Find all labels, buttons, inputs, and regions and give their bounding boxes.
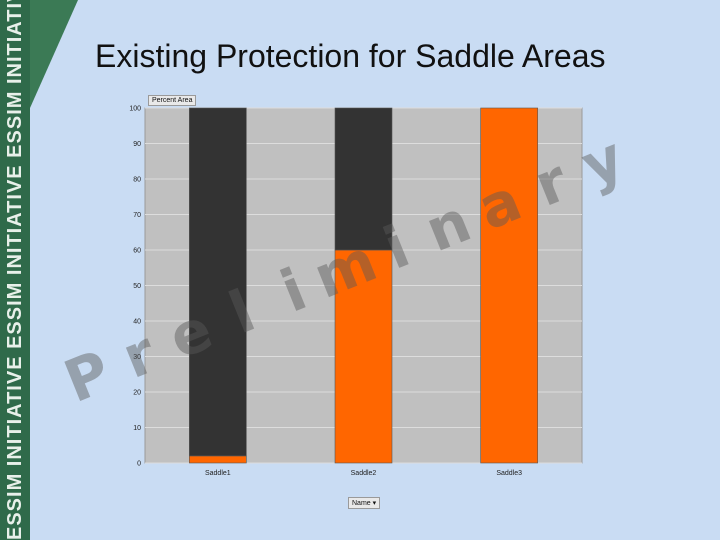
watermark-letter: P: [55, 337, 120, 416]
bar-segment-protected-saddle2: [334, 249, 393, 464]
y-tick-label: 50: [133, 283, 141, 290]
x-axis-label: Name: [352, 500, 371, 507]
y-tick-label: 0: [137, 461, 141, 468]
bar-segment-unprotected-saddle2: [334, 107, 393, 251]
bars: [189, 107, 538, 464]
x-axis-field-button[interactable]: Name ▾: [348, 497, 381, 509]
slide-title: Existing Protection for Saddle Areas: [95, 38, 606, 74]
x-category-label: Saddle2: [351, 470, 377, 477]
y-tick-label: 30: [133, 354, 141, 361]
x-category-label: Saddle3: [496, 470, 522, 477]
bar-segment-protected-saddle1: [189, 455, 247, 464]
y-tick-labels: 0 10 20 30 40 50 60 70 80 90 100: [129, 106, 141, 468]
y-tick-label: 10: [133, 425, 141, 432]
bar-segment-protected-saddle3: [480, 107, 538, 464]
y-axis-field-button[interactable]: Percent Area: [148, 95, 197, 106]
dropdown-arrow-icon: ▾: [372, 500, 377, 507]
y-tick-label: 90: [133, 141, 141, 148]
bar-segment-unprotected-saddle1: [189, 107, 247, 457]
y-tick-label: 60: [133, 248, 141, 255]
y-tick-label: 70: [133, 212, 141, 219]
y-tick-label: 20: [133, 390, 141, 397]
y-tick-label: 100: [129, 106, 141, 113]
x-category-label: Saddle1: [205, 470, 231, 477]
x-category-labels: Saddle1 Saddle2 Saddle3: [205, 470, 522, 477]
sidebar-band: ESSIM INITIATIVE ESSIM INITIATIVE ESSIM …: [0, 0, 30, 540]
y-tick-label: 80: [133, 177, 141, 184]
y-tick-label: 40: [133, 319, 141, 326]
green-corner-decoration: [30, 0, 78, 108]
